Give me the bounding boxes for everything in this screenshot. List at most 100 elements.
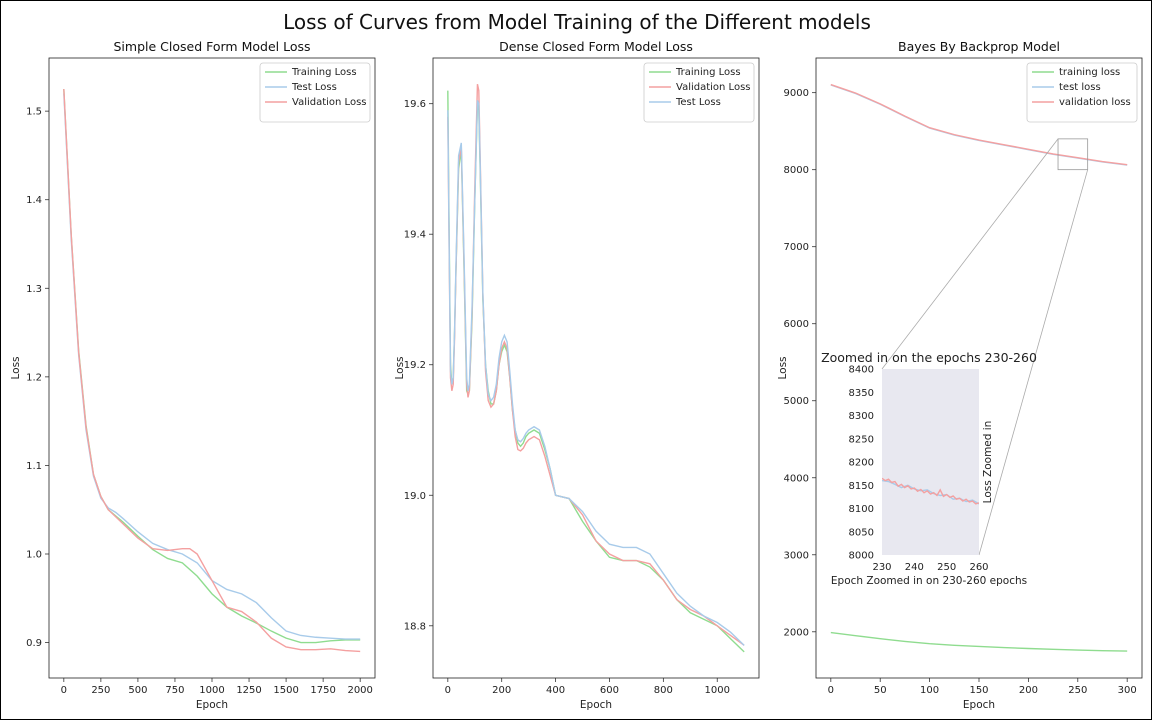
y-tick-label: 19.4 bbox=[404, 230, 426, 241]
legend: training loss test loss validation loss bbox=[1026, 62, 1138, 123]
y-tick-label: 8250 bbox=[849, 434, 874, 445]
y-tick-label: 4000 bbox=[784, 473, 809, 484]
legend-entry: Validation Loss bbox=[292, 97, 367, 108]
y-tick-label: 1.1 bbox=[26, 461, 42, 472]
y-tick-label: 1.3 bbox=[26, 284, 42, 295]
x-tick-label: 400 bbox=[546, 685, 565, 696]
y-tick-label: 19.0 bbox=[404, 491, 426, 502]
legend-entry: test loss bbox=[1059, 82, 1101, 93]
y-tick-label: 9000 bbox=[784, 88, 809, 99]
x-tick-label: 50 bbox=[874, 685, 887, 696]
x-axis-label: Epoch bbox=[580, 699, 612, 711]
legend-entry: Test Loss bbox=[675, 97, 721, 108]
chart-0: Simple Closed Form Model Loss 0 250 500 750 1… bbox=[10, 39, 376, 711]
legend-box bbox=[259, 62, 371, 123]
y-axis-label: Loss bbox=[10, 356, 22, 379]
x-tick-label: 600 bbox=[600, 685, 619, 696]
y-tick-label: 1.4 bbox=[26, 195, 42, 206]
y-tick-label: 8000 bbox=[784, 165, 809, 176]
legend-entry: training loss bbox=[1059, 67, 1120, 78]
x-tick-label: 250 bbox=[1068, 685, 1087, 696]
x-tick-label: 1750 bbox=[310, 685, 335, 696]
series-line-test-loss bbox=[63, 93, 361, 640]
x-tick-label: 2000 bbox=[347, 685, 372, 696]
x-tick-label: 230 bbox=[872, 562, 891, 573]
y-tick-label: 19.2 bbox=[404, 360, 426, 371]
figure-title: Loss of Curves from Model Training of th… bbox=[283, 10, 871, 34]
y-axis-label: Loss Zoomed in bbox=[982, 421, 994, 504]
legend-entry: validation loss bbox=[1059, 97, 1131, 108]
y-tick-label: 8300 bbox=[849, 411, 874, 422]
x-axis-label: Epoch bbox=[963, 699, 995, 711]
y-tick-label: 6000 bbox=[784, 319, 809, 330]
x-axis-label: Epoch Zoomed in on 230-260 epochs bbox=[831, 575, 1027, 587]
x-tick-label: 150 bbox=[969, 685, 988, 696]
x-tick-label: 240 bbox=[905, 562, 924, 573]
x-tick-label: 250 bbox=[937, 562, 956, 573]
zoom-connector-line bbox=[978, 169, 1089, 556]
plot-frame bbox=[432, 57, 760, 679]
y-axis-label: Loss bbox=[777, 356, 789, 379]
x-tick-label: 800 bbox=[654, 685, 673, 696]
x-axis-label: Epoch bbox=[196, 699, 228, 711]
y-tick-label: 8100 bbox=[849, 504, 874, 515]
y-tick-label: 5000 bbox=[784, 396, 809, 407]
y-tick-label: 2000 bbox=[784, 627, 809, 638]
y-tick-label: 19.6 bbox=[404, 99, 426, 110]
x-tick-label: 1250 bbox=[236, 685, 261, 696]
y-tick-label: 1.2 bbox=[26, 372, 42, 383]
y-tick-label: 1.0 bbox=[26, 550, 42, 561]
chart-2: Bayes By Backprop Model 0 50 100 150 200 250 30… bbox=[777, 39, 1143, 711]
series-line-validation-loss bbox=[447, 83, 745, 646]
x-tick-label: 200 bbox=[1019, 685, 1038, 696]
chart-title: Bayes By Backprop Model bbox=[898, 39, 1060, 54]
x-tick-label: 0 bbox=[445, 685, 451, 696]
legend-entry: Training Loss bbox=[675, 67, 741, 78]
x-tick-label: 300 bbox=[1118, 685, 1137, 696]
y-tick-label: 8000 bbox=[849, 551, 874, 562]
legend: Training Loss Validation Loss Test Loss bbox=[643, 62, 755, 123]
y-tick-label: 8400 bbox=[849, 365, 874, 376]
series-line-1 bbox=[882, 477, 979, 505]
legend-box bbox=[643, 62, 755, 123]
x-tick-label: 200 bbox=[492, 685, 511, 696]
x-tick-label: 750 bbox=[165, 685, 184, 696]
plot-frame bbox=[815, 57, 1143, 679]
x-tick-label: 0 bbox=[61, 685, 67, 696]
x-tick-label: 0 bbox=[828, 685, 834, 696]
legend-box bbox=[1026, 62, 1138, 123]
x-tick-label: 1500 bbox=[273, 685, 298, 696]
legend-entry: Training Loss bbox=[291, 67, 357, 78]
legend: Training Loss Test Loss Validation Loss bbox=[259, 62, 371, 123]
legend-entry: Validation Loss bbox=[676, 82, 751, 93]
series-line-validation-loss bbox=[63, 88, 361, 653]
x-tick-label: 260 bbox=[969, 562, 988, 573]
y-axis-label: Loss bbox=[394, 356, 406, 379]
y-tick-label: 8150 bbox=[849, 481, 874, 492]
x-tick-label: 100 bbox=[920, 685, 939, 696]
x-tick-label: 1000 bbox=[705, 685, 730, 696]
y-tick-label: 0.9 bbox=[26, 638, 42, 649]
series-line-validation-loss bbox=[830, 83, 1128, 166]
y-tick-label: 8050 bbox=[849, 527, 874, 538]
series-line-training-loss bbox=[830, 631, 1128, 652]
y-tick-label: 8350 bbox=[849, 388, 874, 399]
plot-background bbox=[882, 369, 979, 555]
y-tick-label: 8200 bbox=[849, 458, 874, 469]
x-tick-label: 500 bbox=[128, 685, 147, 696]
y-tick-label: 7000 bbox=[784, 242, 809, 253]
y-tick-label: 3000 bbox=[784, 550, 809, 561]
chart-3: Zoomed in on the epochs 230-260 230 240 250… bbox=[821, 350, 1037, 587]
x-tick-label: 1000 bbox=[199, 685, 224, 696]
series-line-training-loss bbox=[447, 90, 745, 653]
zoom-connector-line bbox=[881, 138, 1059, 370]
y-tick-label: 18.8 bbox=[404, 621, 426, 632]
x-tick-label: 250 bbox=[91, 685, 110, 696]
plot-frame bbox=[48, 57, 376, 679]
series-line-training-loss bbox=[63, 88, 361, 644]
inset-title: Zoomed in on the epochs 230-260 bbox=[821, 350, 1037, 365]
chart-1: Dense Closed Form Model Loss 0 200 400 600 80… bbox=[394, 39, 760, 711]
zoom-region-box bbox=[1057, 138, 1089, 171]
